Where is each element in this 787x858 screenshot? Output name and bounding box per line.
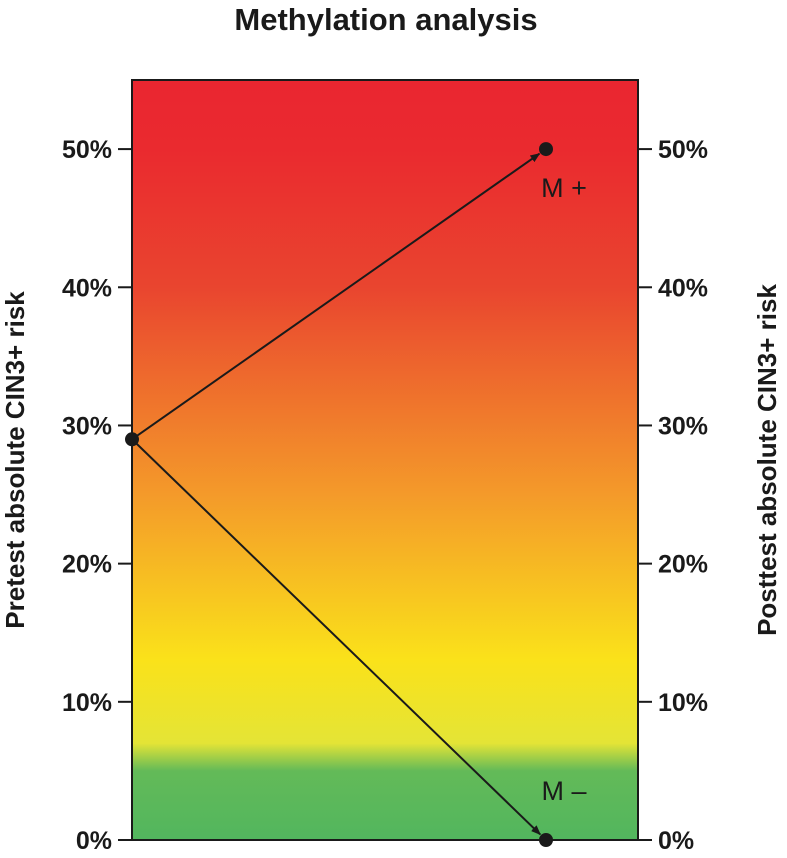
series-arrow (131, 152, 541, 441)
chart-title: Methylation analysis (234, 2, 537, 37)
right-tick-label: 0% (658, 827, 694, 855)
series-layer: M + M – (125, 142, 587, 847)
right-tick-label: 40% (658, 274, 708, 302)
right-tick-label: 50% (658, 136, 708, 164)
plot-area (131, 79, 639, 841)
right-tick-label: 10% (658, 689, 708, 717)
left-axis: 0% 10% 20% 30% 40% 50% (62, 136, 132, 855)
right-tick-label: 20% (658, 551, 708, 579)
posttest-point (539, 833, 553, 847)
left-tick-label: 50% (62, 136, 112, 164)
left-tick-label: 10% (62, 689, 112, 717)
right-tick-label: 30% (658, 412, 708, 440)
left-axis-label: Pretest absolute CIN3+ risk (0, 291, 30, 629)
posttest-point (539, 142, 553, 157)
series-label: M + (541, 173, 587, 203)
right-axis: 0% 10% 20% 30% 40% 50% (638, 136, 708, 855)
left-tick-label: 20% (62, 551, 112, 579)
right-axis-label: Posttest absolute CIN3+ risk (752, 284, 782, 636)
left-tick-label: 40% (62, 274, 112, 302)
series-arrow (131, 438, 541, 836)
pretest-point (125, 432, 139, 447)
series-label: M – (541, 776, 586, 806)
left-tick-label: 30% (62, 412, 112, 440)
left-tick-label: 0% (76, 827, 112, 855)
